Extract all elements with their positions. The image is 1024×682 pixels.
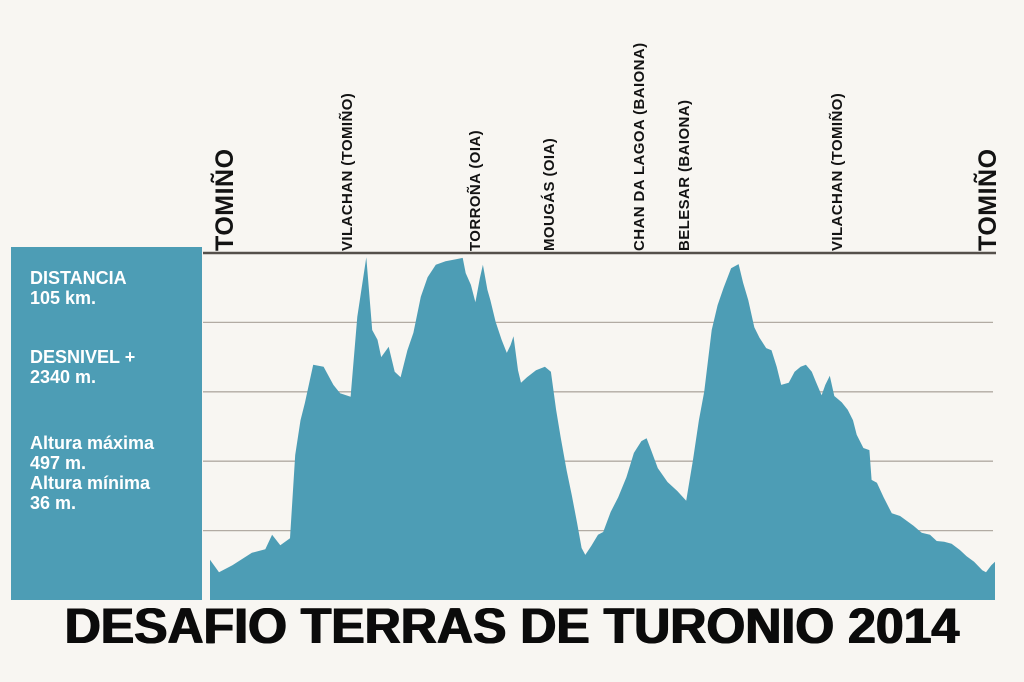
checkpoint-label: TORROÑA (OIA) (467, 129, 485, 251)
event-title: DESAFIO TERRAS DE TURONIO 2014 (64, 598, 960, 654)
stat-ascent-label: DESNIVEL + (30, 347, 136, 367)
stat-distance-label: DISTANCIA (30, 268, 127, 288)
checkpoint-label: BELESAR (BAIONA) (676, 99, 694, 251)
stat-min-altitude-value: 36 m. (30, 493, 77, 513)
checkpoint-label: TOMIÑO (973, 148, 1002, 251)
checkpoint-label: VILACHAN (TOMIÑO) (339, 92, 357, 251)
stats-infobox: DISTANCIA 105 km. DESNIVEL + 2340 m. Alt… (11, 247, 202, 600)
checkpoint-label: TOMIÑO (210, 148, 239, 251)
stat-distance-value: 105 km. (30, 288, 97, 308)
stat-ascent: DESNIVEL + 2340 m. (30, 347, 196, 387)
stat-max-altitude-value: 497 m. (30, 453, 87, 473)
checkpoint-label: MOUGÁS (OIA) (541, 137, 559, 251)
stat-max-altitude-label: Altura máxima (30, 433, 155, 453)
stat-distance: DISTANCIA 105 km. (30, 268, 196, 308)
stat-min-altitude-label: Altura mínima (30, 473, 151, 493)
stat-ascent-value: 2340 m. (30, 367, 97, 387)
stat-altitudes: Altura máxima 497 m. Altura mínima 36 m. (30, 433, 196, 513)
checkpoint-label: CHAN DA LAGOA (BAIONA) (630, 42, 648, 251)
elevation-area (210, 257, 995, 600)
checkpoint-label: VILACHAN (TOMIÑO) (829, 92, 846, 251)
